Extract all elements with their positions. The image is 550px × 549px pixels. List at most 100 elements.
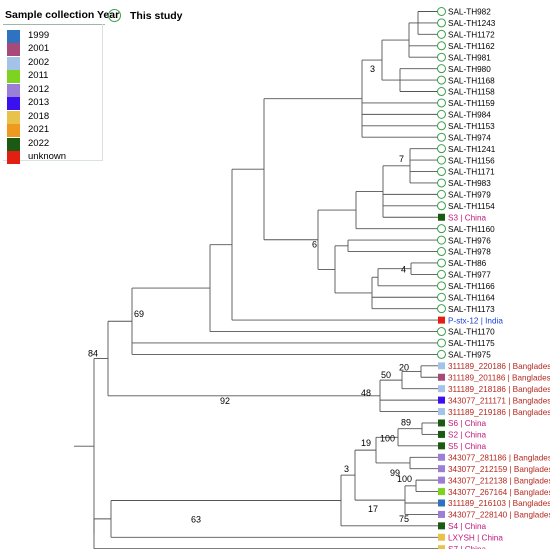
legend-divider (3, 24, 105, 25)
tip-marker (438, 533, 445, 541)
study-circle-icon (437, 292, 446, 302)
tip-label: SAL-TH977 (448, 271, 491, 280)
tip-label: SAL-TH983 (448, 179, 491, 188)
tip-marker (438, 488, 445, 496)
tip-marker (438, 408, 445, 416)
tip-label: S6 | China (448, 419, 487, 428)
tip-label: SAL-TH976 (448, 236, 491, 245)
study-circle-icon (437, 121, 446, 131)
support-value: 17 (368, 504, 378, 514)
tip-label: SAL-TH974 (448, 133, 491, 142)
support-value: 3 (344, 464, 349, 474)
legend-item: 2022 (4, 137, 100, 152)
tip-label: 343077_267164 | Bangladesh (448, 488, 550, 497)
tip-label: SAL-TH1160 (448, 225, 495, 234)
tip-marker (438, 385, 445, 393)
tip-marker (438, 465, 445, 473)
tip-marker (438, 373, 445, 381)
tip-label: SAL-TH1171 (448, 168, 495, 177)
support-value: 69 (134, 309, 144, 319)
tip-label: 311189_218186 | Bangladesh (448, 385, 550, 394)
tip-label: SAL-TH979 (448, 191, 491, 200)
study-circle-icon (437, 178, 446, 188)
tip-label: 343077_212159 | Bangladesh (448, 465, 550, 474)
tip-label: SAL-TH1159 (448, 99, 495, 108)
legend-item-label: 2002 (28, 57, 50, 68)
support-value: 4 (401, 265, 406, 275)
legend-item-label: 2012 (28, 84, 50, 95)
legend-border (102, 24, 103, 160)
study-circle-icon (437, 7, 446, 16)
legend-item-label: unknown (28, 151, 67, 162)
legend-item: 2013 (4, 96, 100, 111)
study-circle-icon (437, 327, 446, 337)
support-value: 6 (312, 240, 317, 250)
support-value: 63 (191, 514, 201, 524)
study-circle-icon (437, 75, 446, 85)
tip-label: SAL-TH1173 (448, 305, 495, 314)
tip-label: SAL-TH1166 (448, 282, 495, 291)
tip-marker (438, 396, 445, 404)
tip-label: P-stx-12 | India (448, 316, 503, 325)
support-value: 3 (370, 64, 375, 74)
support-value: 75 (399, 514, 409, 524)
study-legend-label: This study (130, 10, 183, 22)
tip-marker (438, 213, 445, 221)
tip-label: S7 | China (448, 545, 487, 549)
tip-label: 311189_220186 | Bangladesh (448, 362, 550, 371)
support-value: 20 (399, 363, 409, 373)
support-value: 84 (88, 349, 98, 359)
study-circle-icon (437, 155, 446, 165)
legend-swatch (7, 43, 20, 56)
tip-label: 343077_212138 | Bangladesh (448, 476, 550, 485)
support-value: 100 (397, 474, 412, 484)
tip-marker (438, 419, 445, 427)
tip-label: S4 | China (448, 522, 487, 531)
study-circle-icon (437, 258, 446, 268)
study-circle-icon (437, 167, 446, 177)
study-circle-icon (437, 304, 446, 314)
study-circle-icon (437, 144, 446, 154)
tip-marker (438, 442, 445, 450)
tip-label: SAL-TH1243 (448, 19, 496, 28)
legend-swatch (7, 84, 20, 97)
legend-item-label: 2022 (28, 138, 50, 149)
tip-label: 311189_219186 | Bangladesh (448, 408, 550, 417)
legend-item-label: 2013 (28, 97, 50, 108)
legend-item: unknown (4, 150, 100, 165)
legend-item: 2021 (4, 123, 100, 138)
study-circle-icon (437, 132, 446, 142)
study-circle-icon (437, 269, 446, 279)
legend-border-bottom (3, 160, 103, 161)
study-circle-icon (437, 224, 446, 234)
legend-swatch (7, 97, 20, 110)
tip-marker (438, 510, 445, 518)
legend-swatch (7, 124, 20, 137)
tip-label: SAL-TH981 (448, 53, 491, 62)
tip-label: 311189_216103 | Bangladesh (448, 499, 550, 508)
study-circle-icon (437, 52, 446, 62)
tip-label: SAL-TH1154 (448, 202, 495, 211)
legend-item-label: 2011 (28, 70, 49, 81)
tip-label: SAL-TH1170 (448, 328, 495, 337)
legend-swatch (7, 138, 20, 151)
tip-label: SAL-TH1175 (448, 339, 495, 348)
study-circle-icon (437, 189, 446, 199)
legend-item: 2011 (4, 69, 100, 84)
legend-swatch (7, 151, 20, 164)
support-value: 99 (390, 468, 400, 478)
legend-item: 2002 (4, 56, 100, 71)
tip-label: SAL-TH978 (448, 248, 491, 257)
support-value: 19 (361, 438, 371, 448)
legend: Sample collection Year 1999 2001 2002 20… (0, 0, 119, 164)
tip-marker (438, 316, 445, 324)
support-value: 7 (399, 154, 404, 164)
tip-label: SAL-TH1158 (448, 88, 495, 97)
legend-item-label: 2021 (28, 124, 50, 135)
study-circle-icon (437, 235, 446, 245)
study-circle-icon (437, 29, 446, 39)
support-value: 48 (361, 388, 371, 398)
study-circle-icon (437, 349, 446, 359)
study-circle-icon (437, 109, 446, 119)
